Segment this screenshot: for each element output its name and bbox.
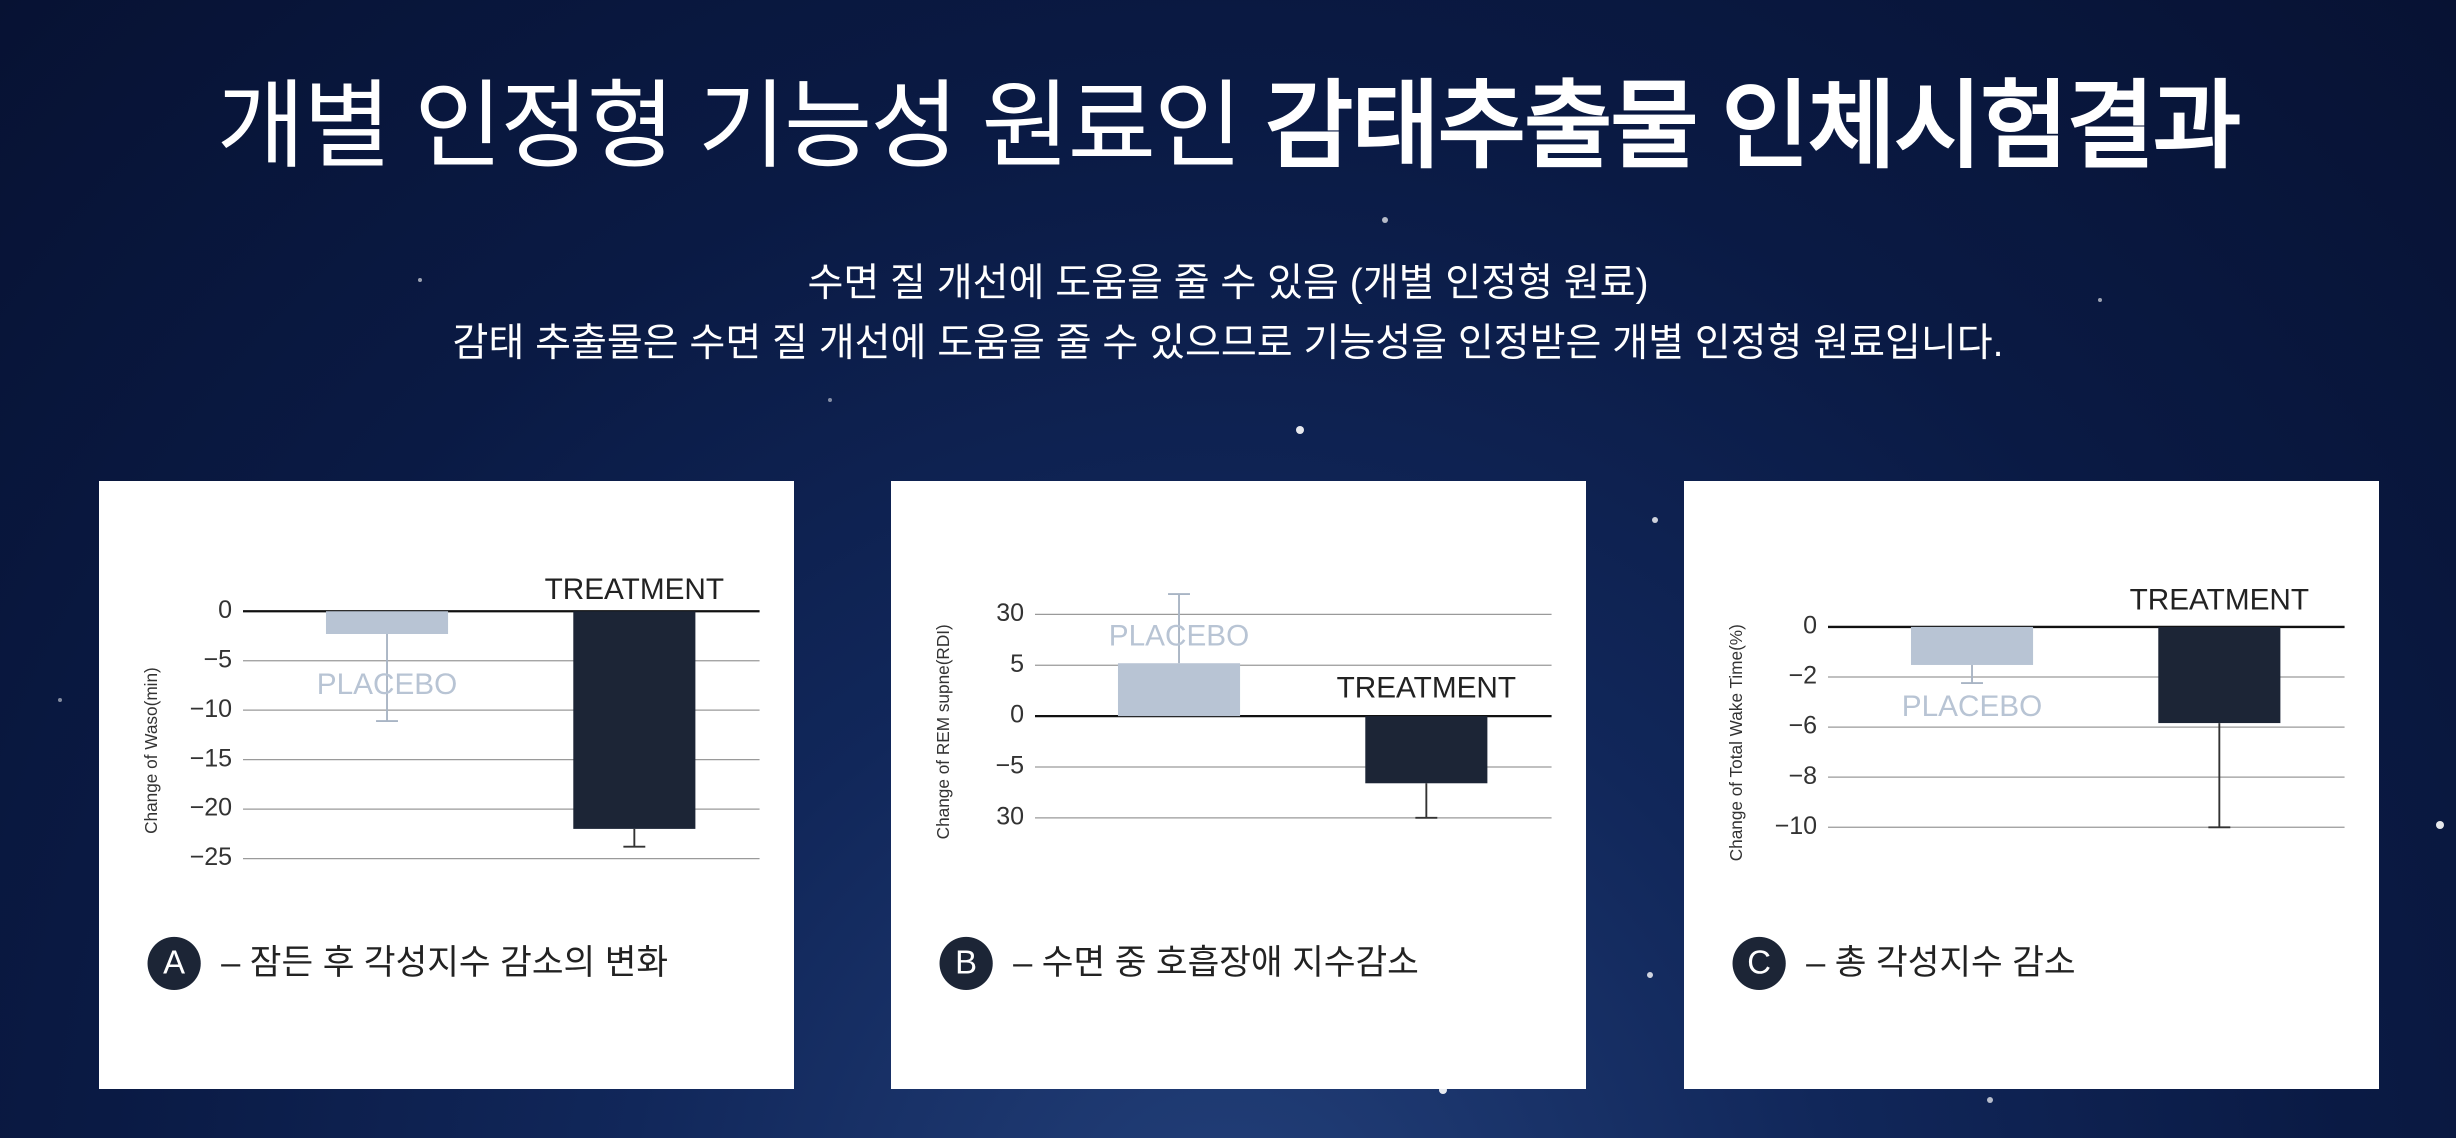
y-tick-label: −25 (190, 843, 232, 871)
headline: 개별 인정형 기능성 원료인 감태추출물 인체시험결과 (0, 48, 2456, 187)
y-tick-label: 5 (1010, 650, 1024, 678)
category-label: PLACEBO (1109, 620, 1249, 653)
chart-card: 30 5 0 −5 30 Change of REM supne(RDI) PLACEBO T… (891, 481, 1586, 1089)
bar (573, 611, 696, 829)
bar (2158, 626, 2281, 724)
y-tick-label: 0 (1010, 701, 1024, 729)
bar (1910, 626, 2034, 665)
y-tick-label: 0 (218, 596, 232, 624)
subtitle: 수면 질 개선에 도움을 줄 수 있음 (개별 인정형 원료) (807, 262, 1649, 305)
chart-card: 0 −2 −6 −8 −10 Change of Total Wake Time(%) PL… (1684, 481, 2379, 1089)
category-label: PLACEBO (1902, 690, 2042, 723)
badge: C (1747, 944, 1771, 981)
category-label: TREATMENT (545, 573, 725, 606)
caption: – 총 각성지수 감소 (1806, 944, 2076, 982)
y-tick-label: −5 (204, 645, 233, 673)
y-tick-label: −20 (190, 794, 232, 822)
y-tick-label: −15 (190, 744, 232, 772)
category-label: TREATMENT (1337, 671, 1517, 704)
y-tick-label: −8 (1789, 762, 1818, 790)
caption: – 수면 중 호흡장애 지수감소 (1013, 944, 1419, 982)
badge: B (955, 944, 977, 981)
y-tick-label: −10 (1775, 812, 1817, 840)
y-tick-label: 0 (1803, 612, 1817, 640)
badge-circle (939, 936, 993, 991)
y-axis-label: Change of Waso(min) (141, 667, 161, 834)
y-axis-label: Change of REM supne(RDI) (933, 624, 953, 839)
caption: – 잠든 후 각성지수 감소의 변화 (221, 944, 668, 982)
chart: 0 −5 −10 −15 −20 −25 Change of Waso(min) PLACEB… (141, 573, 760, 991)
badge-circle (147, 936, 201, 991)
headline-bold: 감태추출물 인체시험결과 (1265, 73, 2241, 180)
badge: A (163, 944, 185, 981)
bar (1365, 716, 1488, 784)
chart: 0 −2 −6 −8 −10 Change of Total Wake Time(%) PL… (1726, 584, 2345, 991)
y-tick-label: 30 (996, 599, 1024, 627)
category-label: PLACEBO (317, 668, 457, 701)
y-axis-label: Change of Total Wake Time(%) (1726, 624, 1746, 861)
y-tick-label: 30 (996, 802, 1024, 830)
chart-card: 0 −5 −10 −15 −20 −25 Change of Waso(min) PLACEB… (99, 481, 794, 1089)
badge-circle (1732, 936, 1786, 991)
y-tick-label: −6 (1789, 712, 1818, 740)
bar (325, 611, 449, 635)
headline-text: 개별 인정형 기능성 원료인 (216, 73, 1243, 180)
subtitle: 감태 추출물은 수면 질 개선에 도움을 줄 수 있으므로 기능성을 인정받은 … (452, 322, 2004, 365)
chart: 30 5 0 −5 30 Change of REM supne(RDI) PLACEBO T… (933, 593, 1552, 991)
y-tick-label: −5 (996, 752, 1025, 780)
bar (1117, 663, 1241, 717)
category-label: TREATMENT (2130, 584, 2310, 617)
y-tick-label: −2 (1789, 662, 1818, 690)
y-tick-label: −10 (190, 695, 232, 723)
